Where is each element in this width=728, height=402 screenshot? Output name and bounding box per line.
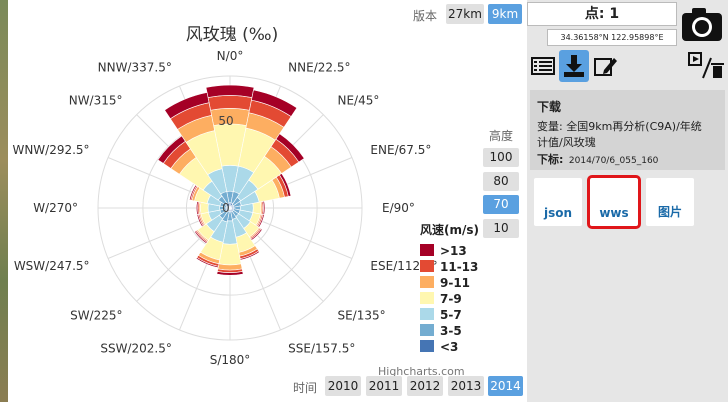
- rose-segment-10-6[interactable]: [194, 230, 208, 244]
- time-2011-button[interactable]: 2011: [366, 376, 402, 396]
- download-card: 下载 变量: 全国9km再分析(C9A)/年统 计值/风玫瑰 下标: 2014/…: [530, 90, 725, 170]
- json-label: json: [543, 206, 573, 220]
- right-panel: 点: 1 34.36158°N 122.95898°E: [527, 0, 728, 402]
- table-list-icon[interactable]: [529, 52, 557, 80]
- camera-icon[interactable]: [680, 4, 724, 44]
- direction-label-1: NNE/22.5°: [288, 61, 350, 75]
- point-label: 点: 1: [527, 2, 677, 26]
- version-27km-button[interactable]: 27km: [446, 4, 484, 24]
- height-80-button[interactable]: 80: [483, 172, 519, 191]
- direction-label-10: SW/225°: [70, 308, 122, 322]
- wws-label: wws: [599, 206, 629, 220]
- image-label: 图片: [657, 205, 682, 219]
- legend-swatch-2[interactable]: [420, 276, 434, 288]
- wws-download-button[interactable]: wws: [587, 175, 641, 229]
- subscript-row: 下标: 2014/70/6_055_160: [537, 151, 658, 167]
- time-2012-button[interactable]: 2012: [407, 376, 443, 396]
- legend-label-1[interactable]: 11-13: [440, 260, 478, 274]
- variable-text-line1: 变量: 全国9km再分析(C9A)/年统: [537, 120, 702, 133]
- rose-segment-15-6[interactable]: [164, 92, 210, 120]
- height-10-button[interactable]: 10: [483, 219, 519, 238]
- json-download-button[interactable]: json: [534, 178, 582, 226]
- rose-segment-8-4[interactable]: [217, 263, 243, 271]
- rose-segment-0-5[interactable]: [207, 95, 253, 111]
- legend-label-2[interactable]: 9-11: [440, 276, 470, 290]
- time-2010-button[interactable]: 2010: [325, 376, 361, 396]
- version-label: 版本: [413, 9, 438, 23]
- rose-segment-9-6[interactable]: [195, 257, 219, 269]
- rose-segment-12-3[interactable]: [199, 201, 209, 215]
- direction-label-0: N/0°: [217, 49, 244, 63]
- edit-icon[interactable]: [592, 52, 620, 80]
- subscript-value: 2014/70/6_055_160: [568, 156, 659, 166]
- legend-label-4[interactable]: 5-7: [440, 308, 462, 322]
- legend-swatch-6[interactable]: [420, 340, 434, 352]
- map-background-strip: [0, 0, 8, 402]
- download-icon[interactable]: [559, 50, 589, 82]
- legend-label-3[interactable]: 7-9: [440, 292, 462, 306]
- time-2013-button[interactable]: 2013: [448, 376, 484, 396]
- legend-title: 风速(m/s): [420, 222, 479, 237]
- direction-label-4: E/90°: [382, 201, 415, 215]
- rose-segment-4-3[interactable]: [252, 201, 262, 215]
- direction-label-12: W/270°: [33, 201, 78, 215]
- direction-label-6: SE/135°: [337, 308, 385, 322]
- direction-label-9: SSW/202.5°: [100, 341, 172, 355]
- rose-segment-8-6[interactable]: [216, 271, 244, 276]
- legend-label-5[interactable]: 3-5: [440, 324, 462, 338]
- direction-label-11: WSW/247.5°: [14, 259, 90, 273]
- legend-swatch-5[interactable]: [420, 324, 434, 336]
- play-delete-icon[interactable]: [687, 50, 725, 82]
- legend-swatch-1[interactable]: [420, 260, 434, 272]
- version-9km-button[interactable]: 9km: [488, 4, 522, 24]
- legend-label-0[interactable]: >13: [440, 244, 467, 258]
- wind-rose-chart-area: N/0° NNE/22.5° NE/45° ENE/67.5° E/90° ESE/112…: [8, 0, 527, 402]
- rose-segment-3-6[interactable]: [279, 173, 292, 197]
- legend-swatch-4[interactable]: [420, 308, 434, 320]
- direction-label-7: SSE/157.5°: [288, 341, 355, 355]
- height-70-button[interactable]: 70: [483, 195, 519, 214]
- height-100-button[interactable]: 100: [483, 148, 519, 167]
- legend-swatch-0[interactable]: [420, 244, 434, 256]
- chart-title: 风玫瑰 (‰): [186, 25, 278, 45]
- rose-segment-2-6[interactable]: [275, 133, 305, 163]
- height-label: 高度: [489, 129, 514, 143]
- direction-label-3: ENE/67.5°: [370, 143, 431, 157]
- wind-rose-chart: N/0°NNE/22.5°NE/45°ENE/67.5°E/90°ESE/112…: [12, 25, 479, 367]
- rose-segment-0-6[interactable]: [205, 84, 255, 98]
- direction-label-13: WNW/292.5°: [12, 143, 89, 157]
- download-title: 下载: [537, 100, 562, 114]
- direction-label-8: S/180°: [210, 353, 251, 367]
- time-2014-button[interactable]: 2014: [488, 376, 523, 396]
- image-download-button[interactable]: 图片: [646, 178, 694, 226]
- direction-label-15: NNW/337.5°: [98, 61, 172, 75]
- subscript-label: 下标:: [537, 153, 564, 166]
- highcharts-credit[interactable]: Highcharts.com: [378, 365, 465, 378]
- rose-segment-1-6[interactable]: [251, 89, 298, 117]
- radial-tick-label-1: 50: [218, 114, 233, 128]
- direction-label-2: NE/45°: [337, 94, 379, 108]
- legend-swatch-3[interactable]: [420, 292, 434, 304]
- coordinates-readout: 34.36158°N 122.95898°E: [547, 29, 677, 46]
- legend-label-6[interactable]: <3: [440, 340, 458, 354]
- time-label: 时间: [293, 381, 318, 395]
- radial-tick-label-0: 0: [222, 201, 230, 215]
- direction-label-14: NW/315°: [69, 94, 123, 108]
- variable-text-line2: 计值/风玫瑰: [537, 136, 596, 149]
